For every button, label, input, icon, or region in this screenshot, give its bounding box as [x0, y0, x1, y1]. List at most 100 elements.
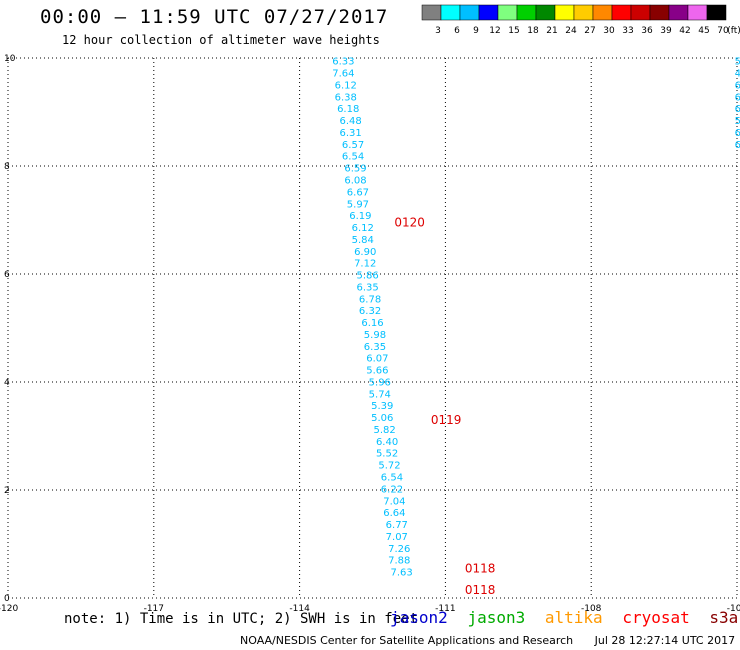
swh-reading: 6.57 [342, 140, 364, 151]
y-tick-label: 0 [4, 594, 10, 604]
scale-label: 39 [660, 26, 672, 36]
y-tick-label: 6 [4, 270, 10, 280]
swh-reading: 6.64 [383, 508, 405, 519]
legend-cryosat: cryosat [622, 608, 690, 627]
swh-reading: 6.78 [359, 294, 381, 305]
swh-reading: 7.26 [388, 544, 410, 555]
scale-label: 24 [565, 26, 577, 36]
swh-reading: 6.77 [386, 520, 408, 531]
swh-reading: 5.06 [371, 413, 393, 424]
swh-reading-edge: 5. [735, 116, 740, 127]
swh-reading: 5.82 [374, 425, 396, 436]
swh-reading: 7.88 [388, 556, 410, 567]
swh-reading: 6.19 [349, 211, 371, 222]
pass-time-label: 0118 [465, 583, 496, 597]
x-tick-label: -108 [581, 604, 602, 614]
swh-reading: 7.63 [391, 568, 413, 579]
credit-text: NOAA/NESDIS Center for Satellite Applica… [240, 634, 574, 647]
swh-reading: 6.18 [337, 104, 359, 115]
y-tick-label: 4 [4, 378, 10, 388]
footer-note: note: 1) Time is in UTC; 2) SWH is in fe… [64, 611, 419, 627]
swh-reading: 7.64 [332, 69, 354, 80]
swh-reading: 6.54 [381, 473, 403, 484]
x-tick-label: -120 [0, 604, 18, 614]
swh-reading: 5.39 [371, 401, 393, 412]
swh-reading: 6.31 [339, 128, 361, 139]
legend-jason2: jason2 [390, 608, 448, 627]
scale-label: 12 [489, 26, 500, 36]
map-grid [7, 57, 738, 599]
pass-time-label: 0119 [431, 413, 462, 427]
swh-reading: 7.12 [354, 259, 376, 270]
scale-unit: (ft) [727, 26, 740, 36]
swh-reading: 6.12 [335, 80, 357, 91]
scale-label: 6 [454, 26, 460, 36]
scale-label: 70 [717, 26, 729, 36]
x-tick-label: -114 [289, 604, 310, 614]
legend-jason3: jason3 [467, 608, 526, 627]
swh-reading-edge: 6.4 [735, 92, 740, 103]
swh-reading: 6.54 [342, 152, 364, 163]
scale-label: 3 [435, 26, 441, 36]
swh-reading-edge: 5.64 [735, 57, 740, 68]
swh-reading: 6.12 [352, 223, 374, 234]
page-subtitle: 12 hour collection of altimeter wave hei… [62, 33, 380, 47]
swh-reading: 6.35 [364, 342, 386, 353]
scale-label: 42 [679, 26, 690, 36]
legend-altika: altika [544, 608, 603, 627]
swh-reading: 6.16 [361, 318, 383, 329]
swh-reading: 6.67 [347, 187, 369, 198]
page-title: 00:00 – 11:59 UTC 07/27/2017 [40, 6, 389, 28]
scale-label: 45 [698, 26, 709, 36]
pass-time-label: 0118 [465, 561, 496, 575]
swh-reading: 7.04 [383, 496, 405, 507]
swh-reading: 6.40 [376, 437, 398, 448]
swh-reading: 6.32 [359, 306, 381, 317]
swh-reading: 5.66 [366, 366, 388, 377]
satellite-legend: jason2 jason3 altika cryosat s3a [390, 608, 740, 627]
generated-timestamp: Jul 28 12:27:14 UTC 2017 [594, 634, 736, 647]
y-tick-label: 8 [4, 162, 10, 172]
swh-reading: 6.48 [339, 116, 361, 127]
x-tick-label: -111 [435, 604, 455, 614]
y-tick-label: 10 [4, 54, 16, 64]
swh-reading: 6.08 [344, 176, 366, 187]
scale-label: 21 [546, 26, 557, 36]
swh-reading: 5.72 [378, 461, 400, 472]
swh-reading-edge: 6. [735, 104, 740, 115]
pass-time-label: 0120 [394, 216, 425, 230]
swh-reading: 5.86 [357, 271, 379, 282]
altimeter-track: 6.337.646.126.386.186.486.316.576.546.59… [332, 57, 740, 579]
scale-label: 33 [622, 26, 633, 36]
legend-s3a: s3a [709, 608, 739, 627]
swh-reading: 5.98 [364, 330, 386, 341]
swh-reading: 6.33 [332, 57, 354, 68]
scale-label: 36 [641, 26, 653, 36]
y-tick-label: 2 [4, 486, 10, 496]
x-tick-label: -105 [727, 604, 740, 614]
swh-reading-edge: 6.3 [735, 80, 740, 91]
swh-reading: 6.22 [381, 484, 403, 495]
scale-label: 9 [473, 26, 479, 36]
scale-label: 30 [603, 26, 615, 36]
swh-reading: 6.90 [354, 247, 376, 258]
swh-reading: 6.38 [335, 92, 357, 103]
swh-reading-edge: 6 [735, 128, 740, 139]
swh-reading: 6.07 [366, 354, 388, 365]
swh-reading: 5.96 [369, 377, 391, 388]
color-scale: 3 6 9 12 15 18 21 24 27 30 33 36 39 42 45 70(ft) [421, 4, 740, 36]
credit-line: NOAA/NESDIS Center for Satellite Applica… [240, 634, 735, 647]
swh-reading: 7.07 [386, 532, 408, 543]
swh-reading-edge: 6 [735, 140, 740, 151]
x-tick-label: -117 [144, 604, 164, 614]
scale-swatch [706, 4, 727, 21]
scale-label: 15 [508, 26, 519, 36]
swh-reading: 5.74 [369, 389, 391, 400]
scale-label: 27 [584, 26, 595, 36]
swh-reading: 5.84 [352, 235, 374, 246]
scale-label: 18 [527, 26, 539, 36]
swh-reading-edge: 4.3 [735, 69, 740, 80]
swh-reading: 5.52 [376, 449, 398, 460]
swh-reading: 6.35 [357, 282, 379, 293]
